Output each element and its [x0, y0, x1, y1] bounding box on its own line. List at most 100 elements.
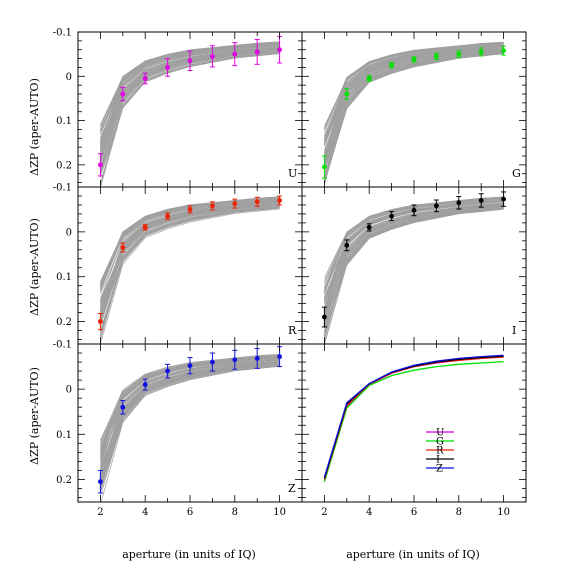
- model-curve: [100, 364, 280, 481]
- data-point: [210, 359, 215, 365]
- model-curve: [324, 205, 504, 325]
- x-tick-label: 8: [232, 507, 238, 518]
- model-curve: [100, 202, 280, 314]
- model-curve: [324, 206, 504, 340]
- data-point: [98, 319, 103, 324]
- data-point: [434, 203, 439, 209]
- model-curve: [324, 52, 504, 181]
- model-curve: [100, 206, 280, 320]
- model-curve: [324, 53, 504, 181]
- curve-z: [323, 354, 504, 478]
- band-curves: [323, 354, 504, 482]
- model-curve: [100, 207, 280, 340]
- ticks: [78, 31, 302, 187]
- panel-u: -0.1 0 0.1 0.2 U: [53, 28, 303, 188]
- model-curve: [324, 52, 504, 171]
- model-curve: [100, 363, 280, 481]
- model-curve: [324, 49, 504, 170]
- ticks: [302, 31, 526, 187]
- model-curve: [324, 53, 504, 183]
- model-curve: [100, 363, 280, 487]
- model-curve: [100, 361, 280, 487]
- model-curve: [324, 206, 504, 322]
- model-curve: [324, 51, 504, 169]
- plot-area: [321, 41, 507, 185]
- model-curve: [324, 52, 504, 179]
- model-curve: [100, 203, 280, 321]
- y-tick-label: 0: [66, 385, 72, 396]
- model-curve: [324, 45, 504, 145]
- x-tick-label: 6: [411, 507, 417, 518]
- model-curve: [100, 206, 280, 332]
- ticks: [78, 186, 302, 344]
- measured-points-r: [97, 195, 283, 331]
- data-point: [344, 91, 350, 97]
- panel-g: G: [301, 31, 527, 188]
- model-curve: [324, 207, 504, 324]
- model-curve: [100, 207, 280, 331]
- data-point: [389, 62, 394, 68]
- model-curve: [100, 362, 280, 483]
- model-curve: [324, 43, 504, 141]
- legend-label-r: R: [436, 446, 444, 457]
- data-point: [411, 57, 417, 62]
- model-curve: [324, 52, 504, 181]
- data-point: [232, 201, 238, 206]
- data-point: [165, 65, 171, 70]
- y-tick-label: -0.1: [53, 183, 72, 194]
- data-point: [478, 198, 484, 203]
- model-curve: [324, 42, 504, 130]
- model-curve: [324, 52, 504, 181]
- model-curve: [324, 50, 504, 169]
- x-tick-label: 4: [366, 507, 372, 518]
- panel-frame: [301, 343, 527, 503]
- measured-points-u: [97, 35, 283, 177]
- panels-group: -0.100.10.2U G-0.100.10.2R I-0.100.10.22 4 6…: [53, 28, 527, 518]
- data-point: [120, 91, 126, 97]
- data-point: [344, 242, 350, 248]
- data-point: [254, 49, 260, 55]
- data-point: [366, 224, 372, 230]
- plot-area: [323, 354, 504, 482]
- model-curve: [324, 208, 504, 333]
- model-curve: [324, 52, 504, 185]
- model-curve: [100, 362, 280, 488]
- model-curve: [100, 363, 280, 493]
- legend-label-z: Z: [436, 464, 443, 475]
- model-curve: [324, 41, 504, 130]
- data-point: [187, 363, 193, 369]
- model-curve: [324, 51, 504, 179]
- legend-label-g: G: [436, 437, 444, 448]
- y-tick-label: 0.2: [56, 160, 72, 171]
- model-curve: [100, 206, 280, 319]
- model-curve: [100, 362, 280, 487]
- model-curve: [100, 205, 280, 327]
- data-point: [366, 76, 372, 81]
- model-curve: [324, 52, 504, 176]
- model-curve: [100, 363, 280, 490]
- y-tick-label: 0.1: [56, 272, 72, 283]
- panel-label-i: I: [512, 324, 516, 337]
- model-curve: [324, 43, 504, 143]
- x-tick-label: 8: [456, 507, 462, 518]
- y-axis-label-top: ΔZP (aper-AUTO): [28, 78, 41, 176]
- model-curve: [324, 207, 504, 340]
- y-axis-label-middle: ΔZP (aper-AUTO): [28, 218, 41, 316]
- plot-area: [321, 191, 507, 344]
- data-point: [142, 76, 148, 81]
- measured-points-z: [97, 346, 283, 494]
- y-tick-label: 0.1: [56, 116, 72, 127]
- model-curve: [100, 207, 280, 337]
- data-point: [210, 53, 215, 59]
- model-curves: [100, 196, 280, 344]
- model-curve: [100, 365, 280, 489]
- data-point: [98, 162, 103, 168]
- model-curve: [100, 206, 280, 335]
- legend-label-u: U: [436, 428, 444, 439]
- model-curve: [100, 206, 280, 332]
- ticks: [78, 343, 302, 502]
- model-curve: [100, 363, 280, 492]
- y-tick-label: 0: [66, 227, 72, 238]
- model-curves: [324, 41, 504, 185]
- model-curve: [100, 204, 280, 317]
